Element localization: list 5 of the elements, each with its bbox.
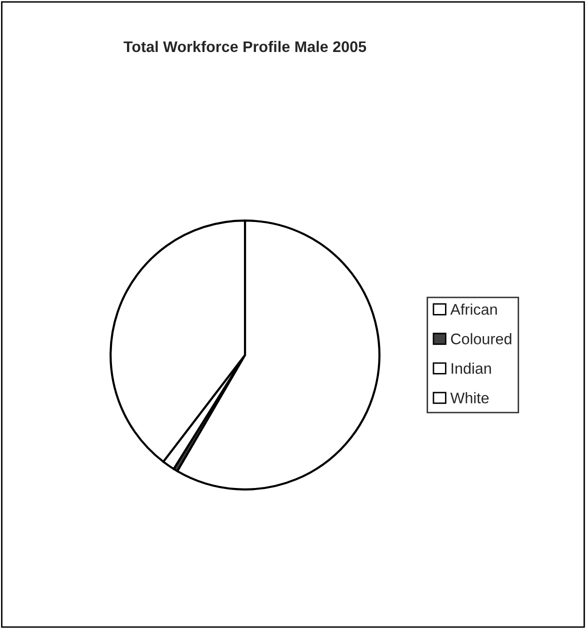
legend-label: White — [450, 392, 489, 404]
legend-label: Indian — [452, 362, 491, 374]
chart-title: Total Workforce Profile Male 2005 — [124, 40, 366, 52]
legend-label: African — [450, 304, 497, 315]
legend-label: Coloured — [451, 333, 512, 344]
